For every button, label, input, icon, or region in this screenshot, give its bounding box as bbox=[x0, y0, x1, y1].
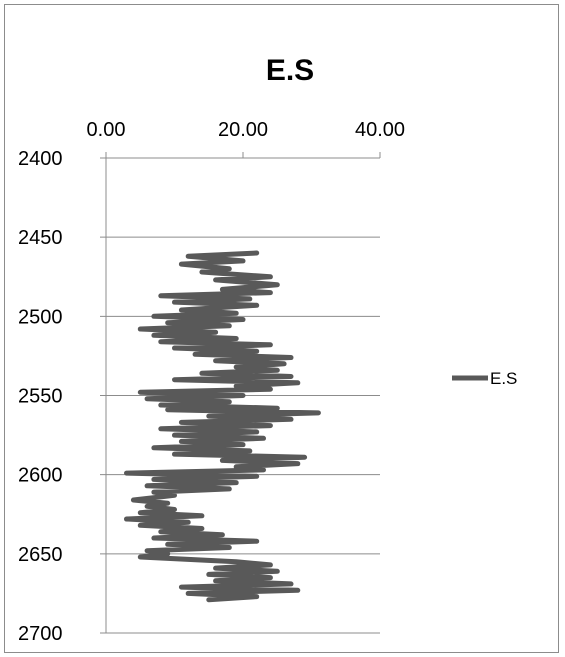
y-tick-label: 2450 bbox=[18, 227, 63, 249]
x-tick-label: 20.00 bbox=[218, 119, 268, 141]
tick-labels: 2400 2450 2500 2550 2600 2650 2700 0.00 20.00 40.… bbox=[18, 119, 405, 645]
chart-area bbox=[4, 4, 559, 653]
x-tick-label: 40.00 bbox=[355, 119, 405, 141]
y-tick-label: 2500 bbox=[18, 306, 63, 328]
y-tick-label: 2550 bbox=[18, 386, 63, 408]
axes bbox=[105, 152, 381, 633]
x-tick-label: 0.00 bbox=[87, 119, 126, 141]
series-line-es bbox=[124, 250, 321, 603]
legend: E.S bbox=[452, 369, 517, 388]
y-tick-label: 2700 bbox=[18, 623, 63, 645]
chart-title: E.S bbox=[266, 54, 314, 87]
series-layer bbox=[124, 250, 321, 603]
y-tick-label: 2600 bbox=[18, 465, 63, 487]
y-tick-label: 2400 bbox=[18, 148, 63, 170]
y-tick-label: 2650 bbox=[18, 544, 63, 566]
legend-label: E.S bbox=[490, 369, 517, 388]
